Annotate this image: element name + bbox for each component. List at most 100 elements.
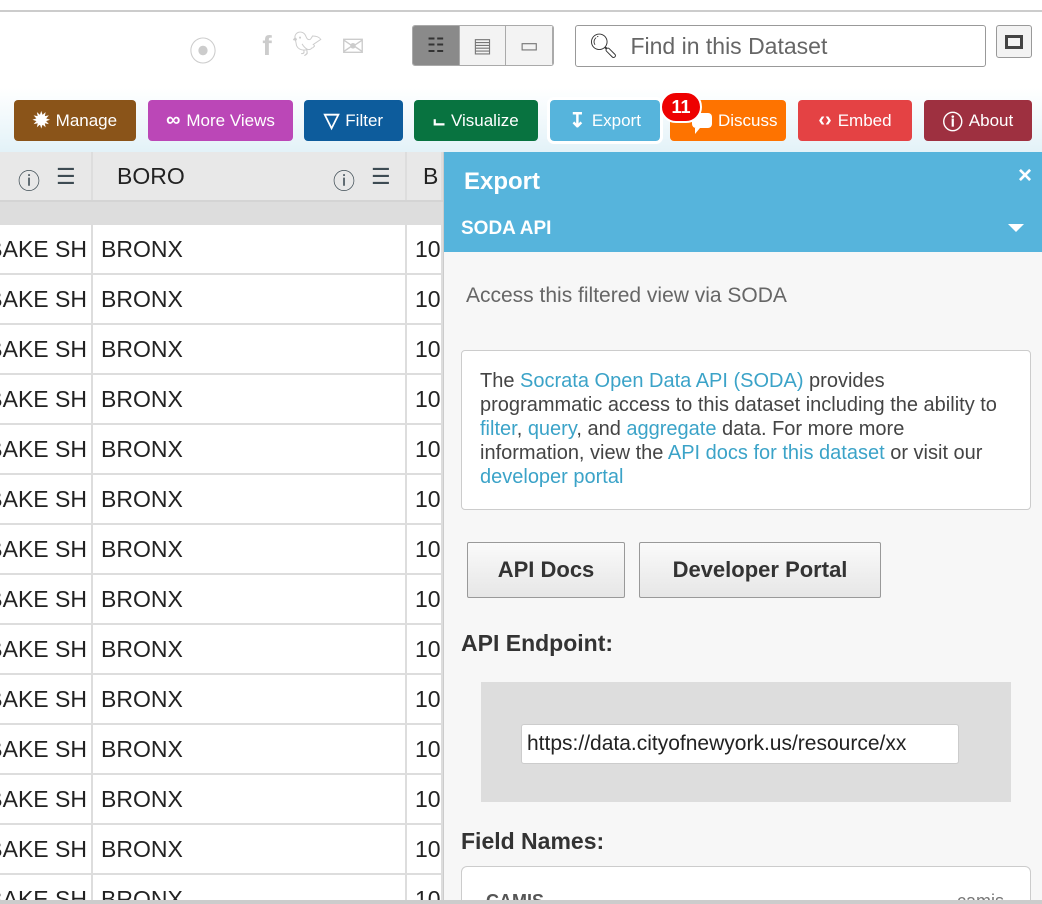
funnel-icon: ▽ — [323, 110, 340, 132]
column-info-icon[interactable]: ⓘ — [18, 169, 41, 194]
facebook-icon[interactable]: f — [262, 30, 272, 61]
api-docs-button[interactable]: API Docs — [467, 542, 625, 598]
cell[interactable]: 10 — [407, 225, 443, 273]
discuss-count-badge: 11 — [660, 91, 702, 123]
fullscreen-button[interactable] — [996, 25, 1032, 58]
cell[interactable]: 10 — [407, 375, 443, 423]
text: data. For more more information, view th… — [480, 418, 905, 464]
filter-cell — [93, 202, 407, 225]
column-header[interactable]: B — [407, 152, 443, 200]
cell-boro[interactable]: BRONX — [93, 425, 407, 473]
soda-link[interactable]: Socrata Open Data API (SODA) — [520, 370, 804, 392]
table-view-icon[interactable]: ☷ — [413, 26, 460, 65]
visualize-button[interactable]: ⨽ Visualize — [414, 100, 538, 141]
card-view-icon[interactable]: ▤ — [459, 26, 507, 65]
column-header[interactable]: ⓘ ☰ — [0, 152, 93, 200]
export-button[interactable]: ↧ Export — [547, 97, 663, 144]
fullscreen-icon — [1005, 34, 1023, 49]
cell-boro[interactable]: BRONX — [93, 875, 407, 904]
cell[interactable]: 10 — [407, 875, 443, 904]
text: or visit our — [884, 442, 983, 464]
cell-boro[interactable]: BRONX — [93, 775, 407, 823]
twitter-icon[interactable]: 🐦︎ — [292, 31, 322, 58]
column-header-boro[interactable]: BORO ⓘ ☰ — [93, 152, 407, 200]
developer-portal-button[interactable]: Developer Portal — [639, 542, 881, 598]
cell-boro[interactable]: BRONX — [93, 825, 407, 873]
column-info-icon[interactable]: ⓘ — [333, 169, 356, 194]
field-names-label: Field Names: — [461, 828, 605, 854]
cell-boro[interactable]: BRONX — [93, 325, 407, 373]
rss-icon[interactable]: ⦿ — [188, 36, 217, 67]
cell[interactable]: 10 — [407, 775, 443, 823]
cell-boro[interactable]: BRONX — [93, 725, 407, 773]
query-link[interactable]: query — [527, 418, 577, 440]
cell-boro[interactable]: BRONX — [93, 625, 407, 673]
column-menu-icon[interactable]: ☰ — [371, 164, 391, 189]
api-docs-link[interactable]: API docs for this dataset — [667, 442, 885, 464]
cell-boro[interactable]: BRONX — [93, 275, 407, 323]
filter-link[interactable]: filter — [480, 418, 517, 440]
cell-boro[interactable]: BRONX — [93, 675, 407, 723]
cell[interactable]: 10 — [407, 525, 443, 573]
manage-button[interactable]: ✹ Manage — [14, 100, 136, 141]
more-views-button[interactable]: ∞ More Views — [148, 100, 293, 141]
cell-boro[interactable]: BRONX — [93, 525, 407, 573]
aggregate-link[interactable]: aggregate — [626, 418, 717, 440]
endpoint-url-field[interactable] — [521, 724, 959, 764]
column-menu-icon[interactable]: ☰ — [56, 164, 76, 189]
cell-boro[interactable]: BRONX — [93, 375, 407, 423]
cell[interactable]: 10 — [407, 575, 443, 623]
close-icon[interactable]: × — [1017, 162, 1032, 189]
page-view-icon[interactable]: ▭ — [506, 26, 553, 65]
about-button[interactable]: ⓘ About — [924, 100, 1032, 141]
chevron-down-icon[interactable] — [1008, 224, 1024, 232]
cell[interactable]: 10 — [407, 825, 443, 873]
embed-button[interactable]: ‹› Embed — [798, 100, 912, 141]
filter-button[interactable]: ▽ Filter — [304, 100, 403, 141]
cell-boro[interactable]: BRONX — [93, 575, 407, 623]
search-input[interactable] — [630, 32, 971, 60]
cell[interactable]: 10 — [407, 425, 443, 473]
cell[interactable]: 10 — [407, 625, 443, 673]
developer-portal-link[interactable]: developer portal — [480, 466, 624, 488]
email-icon[interactable]: ✉ — [341, 31, 365, 62]
cell[interactable]: 10 — [407, 325, 443, 373]
divider — [0, 900, 1042, 904]
section-soda-api[interactable]: SODA API — [461, 218, 552, 239]
cell-boro[interactable]: BRONX — [93, 475, 407, 523]
cell[interactable]: 10 — [407, 475, 443, 523]
divider — [0, 10, 1042, 12]
cell-boro[interactable]: BRONX — [93, 225, 407, 273]
cell[interactable]: 10 — [407, 275, 443, 323]
cell[interactable]: 10 — [407, 725, 443, 773]
cell[interactable]: 10 — [407, 675, 443, 723]
